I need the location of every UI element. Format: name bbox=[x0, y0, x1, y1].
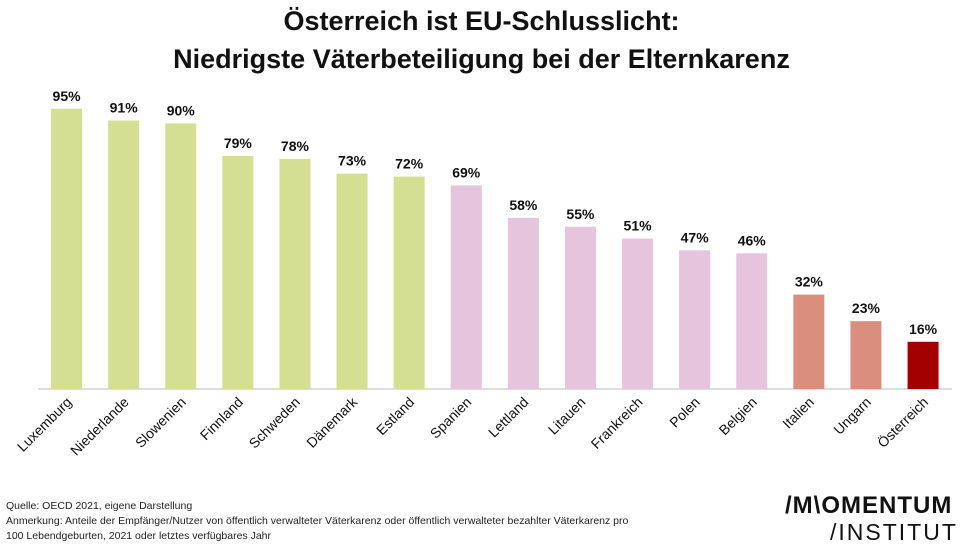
category-label: Frankreich bbox=[588, 394, 646, 452]
bar-schweden bbox=[279, 158, 311, 389]
data-label: 46% bbox=[738, 232, 767, 248]
data-label: 47% bbox=[681, 229, 710, 245]
data-label: 23% bbox=[852, 300, 881, 316]
data-label: 90% bbox=[167, 103, 196, 119]
data-label: 72% bbox=[395, 156, 424, 172]
bar-niederlande bbox=[108, 120, 140, 390]
momentum-logo-line-2: /INSTITUT bbox=[830, 519, 958, 545]
remark-note-line-1: Anmerkung: Anteile der Empfänger/Nutzer … bbox=[6, 515, 629, 527]
category-label: Schweden bbox=[246, 394, 304, 452]
category-label: Niederlande bbox=[67, 394, 132, 459]
bar-polen bbox=[679, 250, 711, 389]
data-label: 58% bbox=[509, 197, 538, 213]
data-label: 95% bbox=[53, 88, 82, 104]
bar-dänemark bbox=[336, 173, 368, 389]
category-label: Polen bbox=[666, 394, 703, 431]
category-label: Österreich bbox=[873, 393, 931, 451]
bar-luxemburg bbox=[51, 108, 83, 389]
bar-italien bbox=[793, 294, 825, 389]
bar-spanien bbox=[450, 185, 482, 389]
bar-lettland bbox=[507, 217, 539, 389]
data-label: 78% bbox=[281, 138, 310, 154]
category-label: Belgien bbox=[716, 394, 760, 438]
data-label: 91% bbox=[110, 100, 139, 116]
remark-note-line-2: 100 Lebendgeburten, 2021 oder letztes ve… bbox=[6, 530, 272, 542]
data-label: 55% bbox=[566, 206, 595, 222]
category-label: Slowenien bbox=[132, 394, 189, 451]
data-label: 79% bbox=[224, 135, 253, 151]
bar-finnland bbox=[222, 155, 254, 389]
chart-subtitle: Niedrigste Väterbeteiligung bei der Elte… bbox=[173, 44, 790, 74]
category-label: Estland bbox=[373, 394, 417, 438]
bar-slowenien bbox=[165, 123, 197, 389]
category-label: Finnland bbox=[197, 394, 246, 443]
source-note: Quelle: OECD 2021, eigene Darstellung bbox=[6, 500, 193, 512]
bar-frankreich bbox=[622, 238, 654, 389]
bar-chart: 95% Luxemburg 91% Niederlande 90% Slowenien 79… bbox=[14, 88, 952, 459]
bar-ungarn bbox=[850, 321, 882, 389]
data-label: 73% bbox=[338, 153, 367, 169]
data-label: 16% bbox=[909, 321, 938, 337]
data-label: 32% bbox=[795, 274, 824, 290]
chart-title: Österreich ist EU-Schlusslicht: bbox=[283, 6, 680, 36]
data-label: 69% bbox=[452, 164, 481, 180]
data-label: 51% bbox=[624, 218, 653, 234]
category-label: Litauen bbox=[545, 394, 589, 438]
bar-litauen bbox=[564, 226, 596, 389]
bar-belgien bbox=[736, 253, 768, 389]
category-label: Lettland bbox=[485, 394, 532, 441]
bar-österreich bbox=[907, 341, 939, 389]
category-label: Luxemburg bbox=[14, 394, 75, 455]
bar-estland bbox=[393, 176, 425, 389]
category-label: Dänemark bbox=[303, 393, 361, 451]
category-label: Italien bbox=[779, 394, 817, 432]
category-label: Spanien bbox=[427, 394, 475, 442]
category-label: Ungarn bbox=[830, 394, 874, 438]
momentum-logo-line-1: /M\OMENTUM bbox=[785, 492, 953, 519]
